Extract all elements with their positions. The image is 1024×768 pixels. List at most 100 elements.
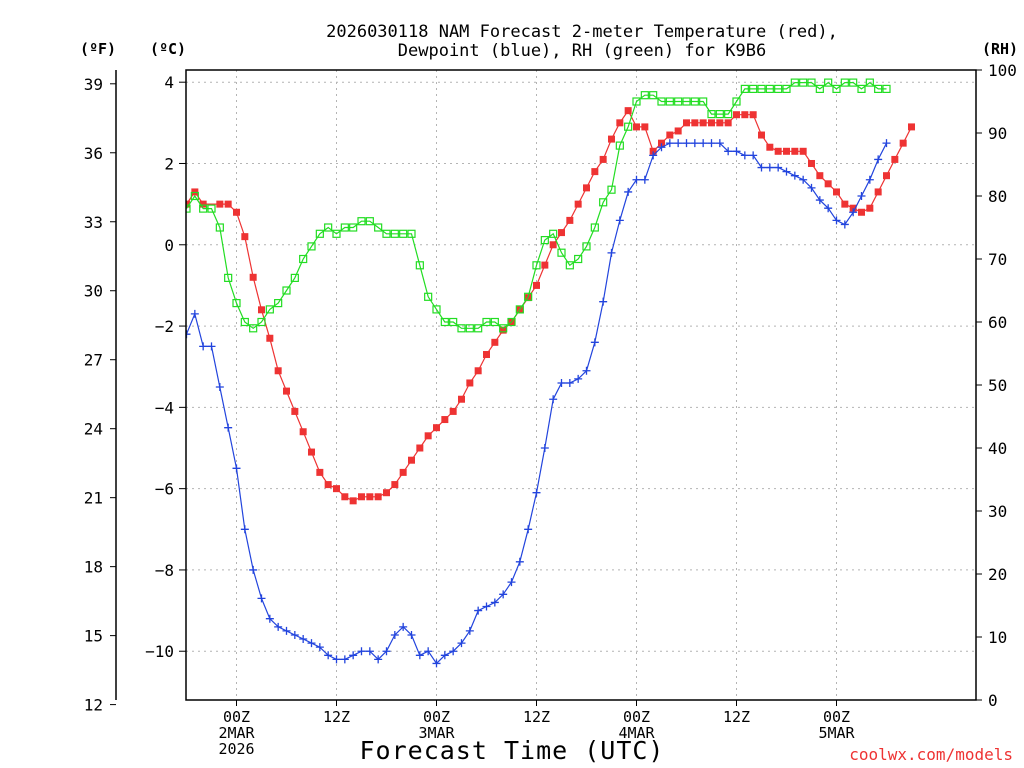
2-meter-temperature-point — [708, 119, 715, 127]
fahrenheit-tick-label: 12 — [84, 696, 103, 715]
2-meter-temperature-point — [699, 119, 707, 127]
dewpoint-point — [382, 647, 391, 656]
2-meter-temperature-point — [224, 200, 232, 208]
2-meter-temperature-point — [791, 147, 799, 155]
dewpoint-point — [482, 602, 491, 611]
rh-point — [624, 122, 633, 131]
dewpoint-point — [832, 216, 841, 225]
2-meter-temperature-point — [216, 200, 224, 208]
2-meter-temperature-point — [186, 200, 190, 208]
rh-tick-label: 70 — [988, 250, 1007, 269]
2-meter-temperature-point — [441, 416, 449, 424]
rh-point — [740, 84, 749, 94]
2-meter-temperature-point — [608, 135, 615, 143]
2-meter-temperature-point — [908, 123, 915, 131]
rh-point — [574, 254, 583, 264]
dewpoint-point — [465, 626, 474, 635]
rh-point — [332, 229, 341, 238]
2-meter-temperature-point — [691, 119, 699, 127]
dewpoint-point — [499, 590, 508, 599]
grid — [186, 70, 976, 700]
dewpoint-point — [324, 651, 333, 660]
fahrenheit-tick-label: 39 — [84, 75, 103, 94]
fahrenheit-tick-label: 24 — [84, 420, 103, 439]
rh-point — [882, 84, 891, 94]
rh-point — [349, 223, 358, 232]
rh-tick-label: 40 — [988, 439, 1007, 458]
x-tick-label: 12Z — [323, 708, 350, 726]
rh-tick-label: 0 — [988, 691, 998, 710]
dewpoint-point — [582, 366, 591, 375]
rh-point — [507, 317, 516, 327]
2-meter-temperature-point — [283, 387, 290, 395]
fahrenheit-tick-label: 27 — [84, 351, 103, 370]
fahrenheit-tick-label: 18 — [84, 558, 103, 577]
2-meter-temperature-point — [749, 111, 757, 119]
2-meter-temperature-point — [366, 493, 374, 501]
rh-point — [257, 317, 266, 327]
credit-label: coolwx.com/models — [849, 745, 1013, 764]
rh-tick-label: 30 — [988, 502, 1007, 521]
fahrenheit-tick-label: 21 — [84, 489, 103, 508]
chart-title-line-2: Dewpoint (blue), RH (green) for K9B6 — [398, 41, 766, 61]
rh-point — [390, 229, 399, 238]
dewpoint-point — [815, 196, 824, 205]
rh-point — [865, 78, 874, 87]
2-meter-temperature-point — [583, 184, 590, 192]
dewpoint-point — [574, 374, 583, 383]
dewpoint-point — [424, 647, 433, 656]
dewpoint-point — [415, 651, 424, 660]
2-meter-temperature-point — [483, 351, 490, 359]
rh-point — [482, 317, 491, 327]
2-meter-temperature-point — [324, 481, 332, 489]
rh-tick-label: 50 — [988, 376, 1007, 395]
x-tick-label: 00Z — [423, 708, 450, 726]
dewpoint-point — [257, 594, 266, 603]
dewpoint-point — [790, 171, 799, 180]
dewpoint-point — [590, 338, 599, 347]
2-meter-temperature-point — [591, 168, 599, 176]
dewpoint-point — [399, 622, 408, 631]
2-meter-temperature-point — [799, 147, 807, 155]
rh-point — [274, 299, 283, 308]
dewpoint-point — [274, 622, 283, 631]
plot-frame — [185, 69, 977, 701]
dewpoint-point — [432, 659, 441, 668]
rh-point — [457, 324, 466, 333]
rh-point — [765, 84, 774, 94]
rh-point — [365, 217, 374, 226]
dewpoint-point — [724, 147, 733, 156]
2-meter-temperature-point — [466, 379, 474, 387]
x-tick-label: 12Z — [723, 708, 750, 726]
rh-point — [715, 109, 724, 119]
dewpoint-point — [715, 139, 724, 148]
rh-point — [749, 84, 758, 94]
dewpoint-point — [240, 525, 249, 534]
rh-point — [240, 317, 249, 327]
dewpoint-point — [332, 655, 341, 664]
2-meter-temperature-point — [849, 204, 857, 212]
celsius-tick-label: −4 — [155, 398, 174, 417]
dewpoint-point — [874, 155, 883, 164]
rh-point — [607, 185, 616, 194]
rh-point — [590, 223, 599, 232]
dewpoint-point — [749, 151, 758, 160]
2-meter-temperature-point — [341, 493, 349, 501]
2-meter-temperature-point — [499, 326, 507, 334]
2-meter-temperature-point — [858, 208, 865, 216]
rh-point — [657, 97, 666, 106]
rh-point — [874, 84, 883, 94]
dewpoint-point — [307, 639, 316, 648]
2-meter-temperature-point — [199, 200, 207, 208]
2-meter-temperature-point — [541, 261, 549, 269]
2-meter-temperature-point — [899, 139, 907, 147]
rh-point — [374, 223, 383, 232]
2-meter-temperature-point — [574, 200, 582, 208]
dewpoint-point — [607, 248, 616, 257]
2-meter-temperature-point — [408, 456, 415, 464]
x-tick-label: 2MAR — [218, 724, 255, 742]
dewpoint-point — [224, 423, 233, 432]
rh-point — [424, 292, 433, 301]
2-meter-temperature-point — [433, 424, 440, 432]
